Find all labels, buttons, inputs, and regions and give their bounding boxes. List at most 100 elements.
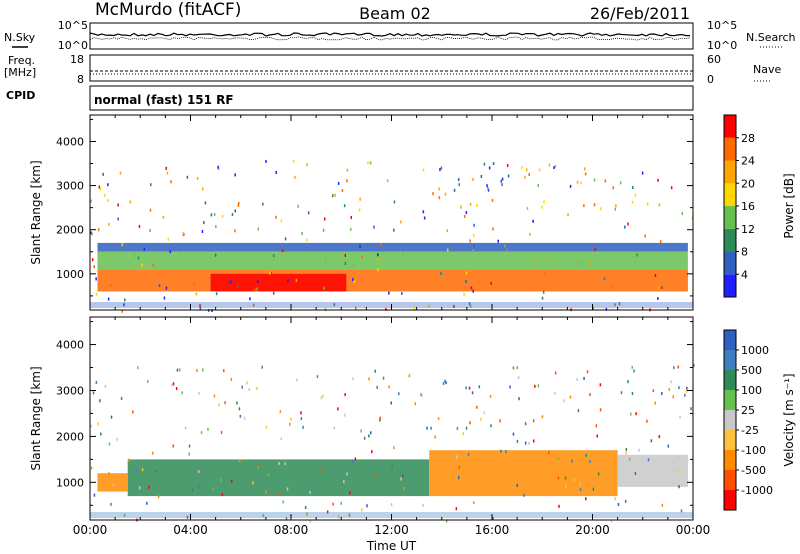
x-tick-label: 12:00 <box>374 523 409 537</box>
velocity-echo <box>620 391 623 395</box>
colorbar-segment <box>724 430 736 450</box>
power-echo <box>438 196 441 200</box>
velocity-echo <box>100 432 102 436</box>
power-echo <box>170 180 172 184</box>
velocity-echo <box>500 449 502 453</box>
velocity-echo <box>437 417 440 421</box>
power-echo <box>367 161 369 165</box>
velocity-echo <box>322 394 324 398</box>
colorbar-segment <box>724 470 736 490</box>
power-echo <box>178 251 181 255</box>
power-echo <box>553 166 555 170</box>
velocity-echo <box>589 393 591 396</box>
power-echo <box>654 274 657 277</box>
power-echo <box>237 285 239 288</box>
power-echo <box>107 199 109 203</box>
power-echo <box>487 186 489 190</box>
power-echo <box>119 171 122 175</box>
power-echo <box>123 303 125 307</box>
velocity-echo <box>361 508 363 512</box>
velocity-echo <box>296 378 298 382</box>
colorbar-segment <box>724 410 736 430</box>
velocity-echo <box>354 457 357 461</box>
power-echo <box>465 280 467 284</box>
velocity-echo <box>599 383 602 387</box>
power-echo <box>620 181 622 185</box>
power-echo <box>234 209 236 213</box>
velocity-echo <box>614 497 616 501</box>
velocity-echo <box>532 419 535 423</box>
power-echo <box>681 212 683 216</box>
velocity-echo <box>300 411 302 415</box>
cpid-label: CPID <box>6 89 35 102</box>
velocity-band <box>127 459 430 497</box>
power-echo <box>463 215 466 218</box>
colorbar-tick-label: -500 <box>741 464 766 477</box>
power-echo <box>501 183 503 187</box>
power-echo <box>614 207 617 211</box>
velocity-echo <box>465 386 467 390</box>
velocity-echo <box>176 368 179 372</box>
power-echo <box>344 262 347 266</box>
velocity-echo <box>473 501 475 505</box>
velocity-echo <box>146 501 148 505</box>
power-echo <box>102 172 104 176</box>
velocity-echo <box>589 459 591 463</box>
power-echo <box>438 187 440 191</box>
power-echo <box>373 225 375 229</box>
colorbar-tick-label: -100 <box>741 444 766 457</box>
velocity-echo <box>212 487 214 491</box>
velocity-echo <box>557 457 560 461</box>
power-echo <box>432 192 434 196</box>
power-echo <box>138 224 141 228</box>
power-band <box>97 251 688 270</box>
velocity-echo <box>241 385 243 389</box>
velocity-echo <box>610 519 613 523</box>
velocity-echo <box>456 426 459 430</box>
power-echo <box>104 193 106 197</box>
power-echo <box>141 263 143 267</box>
power-echo <box>275 215 277 219</box>
velocity-echo <box>110 502 112 506</box>
power-echo <box>229 280 232 284</box>
velocity-echo <box>646 419 648 423</box>
power-echo <box>624 225 626 229</box>
velocity-echo <box>489 394 492 398</box>
velocity-echo <box>647 458 650 462</box>
velocity-echo <box>678 485 680 489</box>
power-echo <box>465 211 468 215</box>
velocity-echo <box>304 506 307 509</box>
power-echo <box>294 175 296 179</box>
velocity-echo <box>104 384 107 388</box>
power-echo <box>488 166 491 170</box>
y-axis-label: Slant Range [km] <box>29 366 43 470</box>
power-echo <box>473 244 475 248</box>
colorbar-segment <box>724 390 736 410</box>
velocity-echo <box>534 384 536 388</box>
velocity-echo <box>110 415 113 419</box>
power-speckle <box>90 159 694 313</box>
velocity-echo <box>120 396 123 400</box>
velocity-echo <box>179 368 181 372</box>
power-echo <box>121 309 123 313</box>
velocity-echo <box>518 397 520 401</box>
velocity-echo <box>280 437 282 441</box>
velocity-echo <box>571 459 573 463</box>
colorbar-tick-label: 1000 <box>741 344 769 357</box>
velocity-echo <box>236 401 238 405</box>
power-echo <box>614 303 616 307</box>
power-echo <box>95 292 98 296</box>
velocity-echo <box>391 465 393 469</box>
velocity-echo <box>422 503 424 507</box>
power-echo <box>528 173 530 176</box>
x-axis: 00:00 04:00 08:00 12:00 16:00 20:00 00:00 Time … <box>73 523 711 553</box>
velocity-echo <box>516 439 519 443</box>
power-echo <box>529 232 531 236</box>
velocity-echo <box>349 491 351 495</box>
velocity-echo <box>141 468 144 472</box>
cpid-text: normal (fast) 151 RF <box>94 93 234 107</box>
x-tick-label: 04:00 <box>173 523 208 537</box>
x-tick-label: 20:00 <box>575 523 610 537</box>
power-echo <box>166 171 169 175</box>
power-echo <box>385 307 387 311</box>
